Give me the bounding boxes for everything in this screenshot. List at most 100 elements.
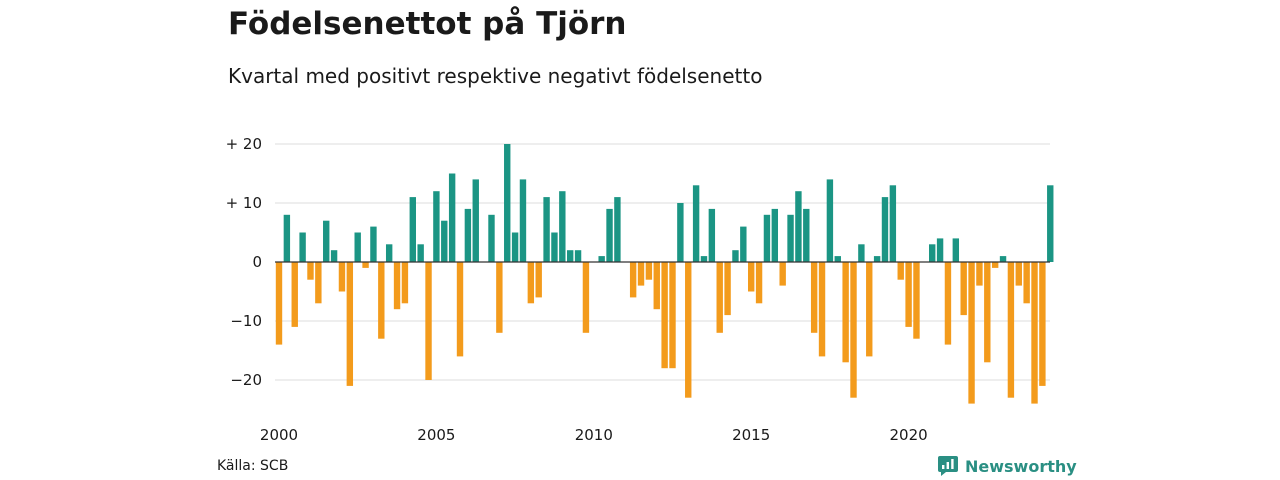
bar-negative	[968, 262, 975, 404]
bar-negative	[275, 262, 283, 345]
x-tick-label: 2015	[732, 426, 770, 444]
bar-negative	[755, 262, 763, 304]
bar-negative	[291, 262, 298, 327]
bar-positive	[370, 226, 377, 262]
bar-negative	[779, 262, 786, 286]
bar-positive	[732, 250, 739, 262]
bar-positive	[488, 214, 495, 262]
bar-negative	[629, 262, 637, 298]
bar-positive	[803, 208, 810, 262]
bar-negative	[913, 262, 920, 339]
bar-positive	[929, 244, 936, 262]
bar-positive	[881, 197, 889, 262]
bar-positive	[551, 232, 558, 262]
bar-positive	[354, 232, 361, 262]
bar-positive	[677, 203, 684, 262]
bar-positive	[614, 197, 621, 262]
bar-negative	[425, 262, 432, 380]
bar-positive	[740, 226, 747, 262]
bar-negative	[315, 262, 322, 304]
bar-negative	[984, 262, 991, 363]
bar-negative	[653, 262, 660, 310]
bar-positive	[472, 179, 479, 262]
bar-positive	[299, 232, 306, 262]
bar-negative	[661, 262, 668, 369]
bar-positive	[999, 256, 1007, 262]
bar-positive	[826, 179, 834, 262]
newsworthy-icon	[938, 456, 958, 476]
bar-positive	[834, 256, 841, 262]
bar-positive	[464, 208, 472, 262]
brand-name: Newsworthy	[965, 456, 1077, 476]
x-tick-label: 2020	[890, 426, 928, 444]
bar-negative	[724, 262, 731, 316]
bar-positive	[433, 191, 440, 262]
y-axis-ticks: + 20 + 10 0 −10 −20	[226, 135, 262, 389]
y-tick-label: −10	[230, 312, 262, 330]
bar-positive	[606, 208, 613, 262]
bar-negative	[866, 262, 873, 357]
bar-negative	[818, 262, 826, 357]
bar-negative	[401, 262, 409, 304]
x-tick-label: 2010	[575, 426, 613, 444]
brand-logo[interactable]: Newsworthy	[938, 456, 1077, 476]
bar-negative	[1015, 262, 1022, 286]
bar-positive	[858, 244, 865, 262]
bar-positive	[417, 244, 424, 262]
bar-positive	[598, 256, 605, 262]
bar-negative	[535, 262, 542, 298]
chart-title: Födelsenettot på Tjörn	[228, 6, 627, 42]
x-tick-label: 2005	[417, 426, 455, 444]
bar-positive	[795, 191, 802, 262]
bar-positive	[448, 173, 456, 262]
bar-negative	[645, 262, 653, 280]
bar-positive	[543, 197, 550, 262]
bars	[275, 144, 1054, 404]
bar-negative	[1031, 262, 1038, 404]
bar-positive	[330, 250, 338, 262]
bar-positive	[559, 191, 566, 262]
bar-negative	[905, 262, 912, 327]
bar-negative	[527, 262, 535, 304]
bar-positive	[873, 256, 881, 262]
bar-positive	[511, 232, 519, 262]
bar-negative	[1023, 262, 1030, 304]
chart-subtitle: Kvartal med positivt respektive negativt…	[228, 64, 763, 88]
y-tick-label: 0	[252, 253, 262, 271]
bar-negative	[810, 262, 818, 333]
bar-negative	[346, 262, 354, 386]
bar-negative	[669, 262, 676, 369]
bar-positive	[1047, 185, 1054, 262]
bar-negative	[897, 262, 904, 280]
bar-negative	[842, 262, 849, 363]
bar-negative	[991, 262, 999, 268]
bar-negative	[944, 262, 952, 345]
bar-positive	[708, 208, 716, 262]
bar-negative	[637, 262, 645, 286]
bar-positive	[574, 250, 582, 262]
source-label: Källa: SCB	[217, 458, 289, 474]
bar-negative	[338, 262, 346, 292]
bar-positive	[504, 144, 511, 262]
bar-positive	[771, 208, 779, 262]
y-tick-label: + 10	[226, 194, 262, 212]
bar-positive	[566, 250, 574, 262]
bar-negative	[496, 262, 503, 333]
bar-negative	[716, 262, 723, 333]
bar-negative	[1039, 262, 1046, 386]
bar-negative	[393, 262, 401, 310]
bar-negative	[850, 262, 857, 398]
bar-positive	[936, 238, 944, 262]
bar-negative	[582, 262, 590, 333]
bar-negative	[362, 262, 369, 268]
bar-positive	[441, 220, 448, 262]
x-axis-ticks: 2000 2005 2010 2015 2020	[260, 426, 928, 444]
bar-negative	[378, 262, 385, 339]
bar-negative	[456, 262, 464, 357]
bar-positive	[519, 179, 527, 262]
y-tick-label: −20	[230, 371, 262, 389]
bar-positive	[952, 238, 960, 262]
bar-negative	[960, 262, 967, 316]
bar-negative	[685, 262, 692, 398]
